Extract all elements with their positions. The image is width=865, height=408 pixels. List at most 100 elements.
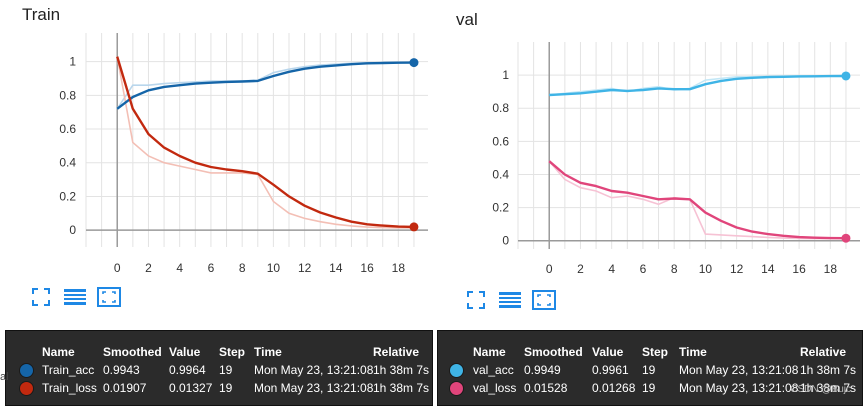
- x-tick-label: 18: [392, 261, 406, 275]
- data-table-button[interactable]: [499, 290, 521, 310]
- val-chart-title: val: [456, 10, 478, 29]
- x-tick-label: 0: [114, 261, 121, 275]
- x-tick-label: 0: [546, 262, 553, 276]
- row-smoothed: 0.9949: [524, 363, 561, 377]
- stray-text: al: [0, 371, 9, 383]
- row-relative: 1h 38m 7s: [373, 381, 430, 395]
- series-color-swatch: [449, 381, 464, 396]
- table-row: Train_acc 0.9943 0.9964 19 Mon May 23, 1…: [6, 361, 432, 379]
- row-smoothed: 0.01528: [524, 381, 568, 395]
- series-color-swatch: [19, 381, 34, 396]
- y-tick-label: 0: [502, 234, 509, 248]
- train-toolbar: [31, 287, 121, 307]
- row-step: 19: [642, 381, 656, 395]
- y-tick-label: 1: [502, 68, 509, 82]
- series-smoothed-line: [116, 56, 414, 229]
- series-end-marker: [841, 233, 851, 243]
- row-value: 0.01327: [169, 381, 213, 395]
- train-chart-title: Train: [22, 5, 61, 24]
- series-smoothed-line: [116, 61, 414, 110]
- row-name: val_acc: [473, 363, 514, 377]
- y-tick-label: 0.4: [492, 167, 509, 181]
- series-raw-line: [116, 56, 414, 229]
- row-step: 19: [642, 363, 656, 377]
- series-end-marker: [841, 71, 851, 81]
- row-value: 0.9964: [169, 363, 206, 377]
- fit-domain-button[interactable]: [97, 287, 121, 307]
- fullscreen-button[interactable]: [466, 290, 486, 310]
- col-relative[interactable]: Relative: [373, 345, 420, 359]
- col-value[interactable]: Value: [169, 345, 201, 359]
- x-tick-label: 10: [267, 261, 281, 275]
- val-toolbar: [466, 290, 556, 310]
- x-tick-label: 14: [329, 261, 343, 275]
- y-tick-label: 0.8: [59, 88, 76, 102]
- series-color-swatch: [19, 363, 34, 378]
- fit-domain-button[interactable]: [532, 290, 556, 310]
- train-legend-table: Name Smoothed Value Step Time Relative T…: [5, 330, 433, 406]
- x-tick-label: 6: [208, 261, 215, 275]
- train-legend-header: Name Smoothed Value Step Time Relative: [6, 343, 432, 361]
- x-tick-label: 6: [640, 262, 647, 276]
- row-name: val_loss: [473, 381, 517, 395]
- x-tick-label: 4: [176, 261, 183, 275]
- series-end-marker: [409, 222, 419, 232]
- series-smoothed-line: [549, 74, 846, 97]
- col-smoothed[interactable]: Smoothed: [103, 345, 162, 359]
- y-tick-label: 0.6: [492, 134, 509, 148]
- data-table-icon: [64, 289, 86, 305]
- row-relative: 1h 38m 7s: [800, 363, 857, 377]
- x-tick-label: 8: [239, 261, 246, 275]
- fit-domain-icon: [532, 290, 556, 310]
- row-smoothed: 0.01907: [103, 381, 147, 395]
- row-name: Train_loss: [42, 381, 97, 395]
- col-step[interactable]: Step: [642, 345, 669, 359]
- series-color-swatch: [449, 363, 464, 378]
- row-step: 19: [219, 363, 233, 377]
- col-relative[interactable]: Relative: [800, 345, 847, 359]
- table-row: Train_loss 0.01907 0.01327 19 Mon May 23…: [6, 379, 432, 397]
- train-chart: 00.20.40.60.810 2 4 6 8 10 12 14 16 18: [59, 33, 428, 275]
- row-time: Mon May 23, 13:21:08: [254, 363, 374, 377]
- y-tick-label: 0.4: [59, 156, 76, 170]
- fullscreen-icon: [32, 288, 50, 306]
- val-legend-header: Name Smoothed Value Step Time Relative: [438, 343, 862, 361]
- x-tick-label: 10: [699, 262, 713, 276]
- series-smoothed-line: [548, 160, 846, 240]
- col-time[interactable]: Time: [679, 345, 707, 359]
- x-tick-label: 16: [792, 262, 806, 276]
- row-name: Train_acc: [42, 363, 95, 377]
- x-tick-label: 18: [824, 262, 838, 276]
- x-tick-label: 14: [761, 262, 775, 276]
- col-time[interactable]: Time: [254, 345, 282, 359]
- x-tick-label: 8: [671, 262, 678, 276]
- row-relative: 1h 38m 7s: [373, 363, 430, 377]
- col-step[interactable]: Step: [219, 345, 246, 359]
- x-tick-label: 4: [608, 262, 615, 276]
- fit-domain-icon: [97, 287, 121, 307]
- y-tick-label: 0.2: [59, 189, 76, 203]
- series-raw-line: [116, 61, 414, 110]
- y-tick-label: 0.8: [492, 101, 509, 115]
- y-tick-label: 0: [69, 223, 76, 237]
- row-value: 0.9961: [592, 363, 629, 377]
- val-legend-table: Name Smoothed Value Step Time Relative v…: [437, 330, 863, 406]
- y-tick-label: 0.2: [492, 201, 509, 215]
- row-time: Mon May 23, 13:21:08: [679, 381, 799, 395]
- table-row: val_acc 0.9949 0.9961 19 Mon May 23, 13:…: [438, 361, 862, 379]
- row-step: 19: [219, 381, 233, 395]
- col-value[interactable]: Value: [592, 345, 624, 359]
- x-tick-label: 2: [145, 261, 152, 275]
- col-name[interactable]: Name: [473, 345, 506, 359]
- col-smoothed[interactable]: Smoothed: [524, 345, 583, 359]
- table-row: val_loss 0.01528 0.01268 19 Mon May 23, …: [438, 379, 862, 397]
- col-name[interactable]: Name: [42, 345, 75, 359]
- row-time: Mon May 23, 13:21:08: [679, 363, 799, 377]
- fullscreen-button[interactable]: [31, 287, 51, 307]
- data-table-button[interactable]: [64, 287, 86, 307]
- watermark: CSDN @Bujc: [790, 384, 851, 395]
- x-tick-label: 12: [298, 261, 312, 275]
- row-time: Mon May 23, 13:21:08: [254, 381, 374, 395]
- row-relative: 1h 38m 7s: [800, 381, 857, 395]
- x-tick-label: 16: [360, 261, 374, 275]
